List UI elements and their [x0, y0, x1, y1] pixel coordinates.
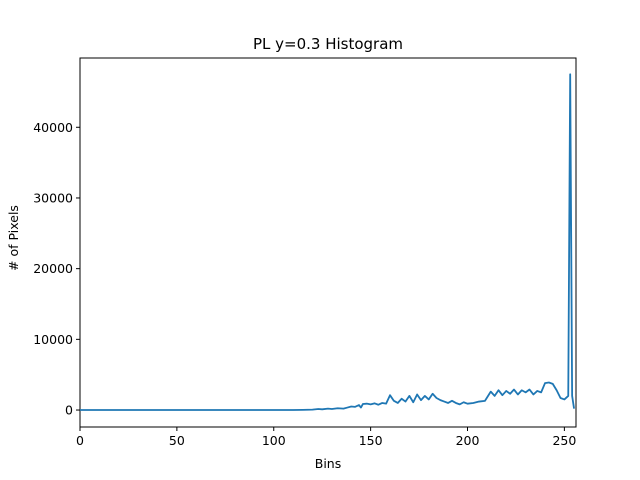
plot-area: 0 50 100 150 200 250 0 10000 20000 30000 40000 — [33, 57, 577, 448]
y-tick-label: 0 — [65, 403, 73, 418]
x-tick-label: 150 — [359, 433, 383, 448]
series-line — [80, 73, 575, 411]
plot-frame — [79, 57, 577, 428]
y-axis-ticks: 0 10000 20000 30000 40000 — [33, 120, 80, 418]
y-tick-label: 20000 — [33, 261, 73, 276]
x-axis-ticks: 0 50 100 150 200 250 — [76, 427, 576, 448]
x-tick-label: 250 — [552, 433, 576, 448]
chart-title: PL y=0.3 Histogram — [253, 35, 403, 53]
x-tick-label: 100 — [262, 433, 286, 448]
y-tick-label: 10000 — [33, 332, 73, 347]
x-tick-label: 50 — [169, 433, 185, 448]
x-axis-title: Bins — [315, 456, 341, 471]
x-tick-label: 200 — [456, 433, 480, 448]
y-tick-label: 30000 — [33, 190, 73, 205]
y-tick-label: 40000 — [33, 120, 73, 135]
y-axis-title: # of Pixels — [6, 205, 21, 271]
x-tick-label: 0 — [76, 433, 84, 448]
